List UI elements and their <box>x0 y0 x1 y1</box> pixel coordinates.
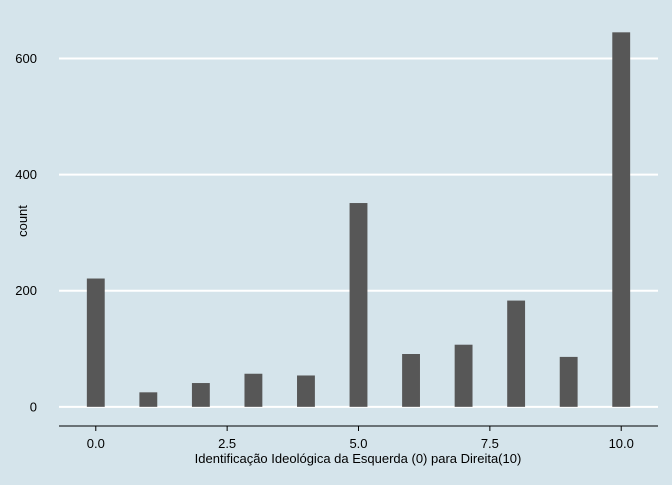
y-tick-label: 600 <box>15 51 37 66</box>
y-tick-label: 0 <box>30 399 37 414</box>
bar <box>297 375 315 407</box>
x-tick-label: 2.5 <box>218 436 236 451</box>
bar <box>86 278 105 407</box>
bar <box>139 392 158 407</box>
bar <box>402 354 420 407</box>
bar <box>191 383 210 407</box>
y-axis-label: count <box>15 205 30 237</box>
y-tick-label: 400 <box>15 167 37 182</box>
bar <box>559 356 578 407</box>
bar <box>244 373 263 407</box>
x-tick-label: 7.5 <box>481 436 499 451</box>
y-tick-label: 200 <box>15 283 37 298</box>
x-tick-label: 0.0 <box>87 436 105 451</box>
y-tick-labels: 0 200 400 600 <box>15 51 37 414</box>
bar <box>454 344 473 407</box>
x-tick-label: 5.0 <box>349 436 367 451</box>
bar <box>507 300 526 407</box>
x-axis-label: Identificação Ideológica da Esquerda (0)… <box>195 451 522 466</box>
x-axis: 0.0 2.5 5.0 7.5 10.0 <box>59 425 658 451</box>
bar <box>612 32 631 407</box>
bars <box>86 32 631 407</box>
x-tick-label: 10.0 <box>609 436 634 451</box>
bar <box>349 203 368 407</box>
